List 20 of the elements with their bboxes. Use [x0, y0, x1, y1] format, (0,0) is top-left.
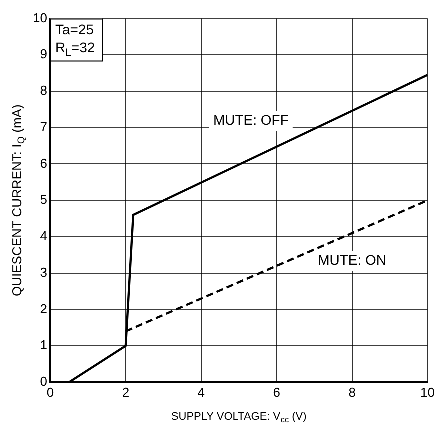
y-tick-label: 5 — [40, 192, 48, 208]
y-axis-title: QUIESCENT CURRENT: IQ (mA) — [10, 104, 28, 296]
y-tick-label: 3 — [40, 264, 48, 280]
y-tick-label: 1 — [40, 338, 48, 353]
y-tick-label: 2 — [40, 301, 48, 316]
x-tick-label: 6 — [273, 384, 280, 400]
y-tick-label: 9 — [40, 46, 48, 62]
y-tick-label: 8 — [40, 83, 48, 98]
y-tick-label: 4 — [40, 228, 48, 244]
y-tick-label: 7 — [40, 119, 48, 134]
y-tick-label: 10 — [32, 10, 48, 26]
y-tick-label: 6 — [40, 156, 48, 171]
series-label: MUTE: ON — [318, 252, 387, 268]
x-tick-label: 2 — [122, 384, 130, 400]
x-tick-label: 8 — [348, 384, 356, 400]
x-tick-label: 10 — [420, 384, 436, 400]
annotation: Ta=25 — [55, 22, 94, 38]
y-tick-label: 0 — [40, 374, 48, 389]
x-tick-label: 4 — [198, 384, 205, 400]
series-label: MUTE: OFF — [213, 112, 289, 128]
